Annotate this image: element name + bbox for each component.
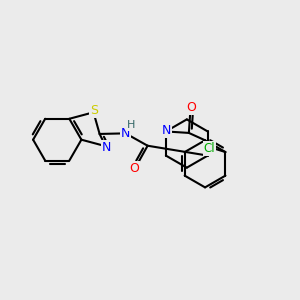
Text: Cl: Cl xyxy=(203,142,215,155)
Text: O: O xyxy=(129,162,139,175)
Text: N: N xyxy=(121,127,130,140)
Text: S: S xyxy=(90,104,98,117)
Text: N: N xyxy=(162,124,171,137)
Text: H: H xyxy=(127,120,135,130)
Text: O: O xyxy=(186,101,196,114)
Text: N: N xyxy=(101,141,111,154)
